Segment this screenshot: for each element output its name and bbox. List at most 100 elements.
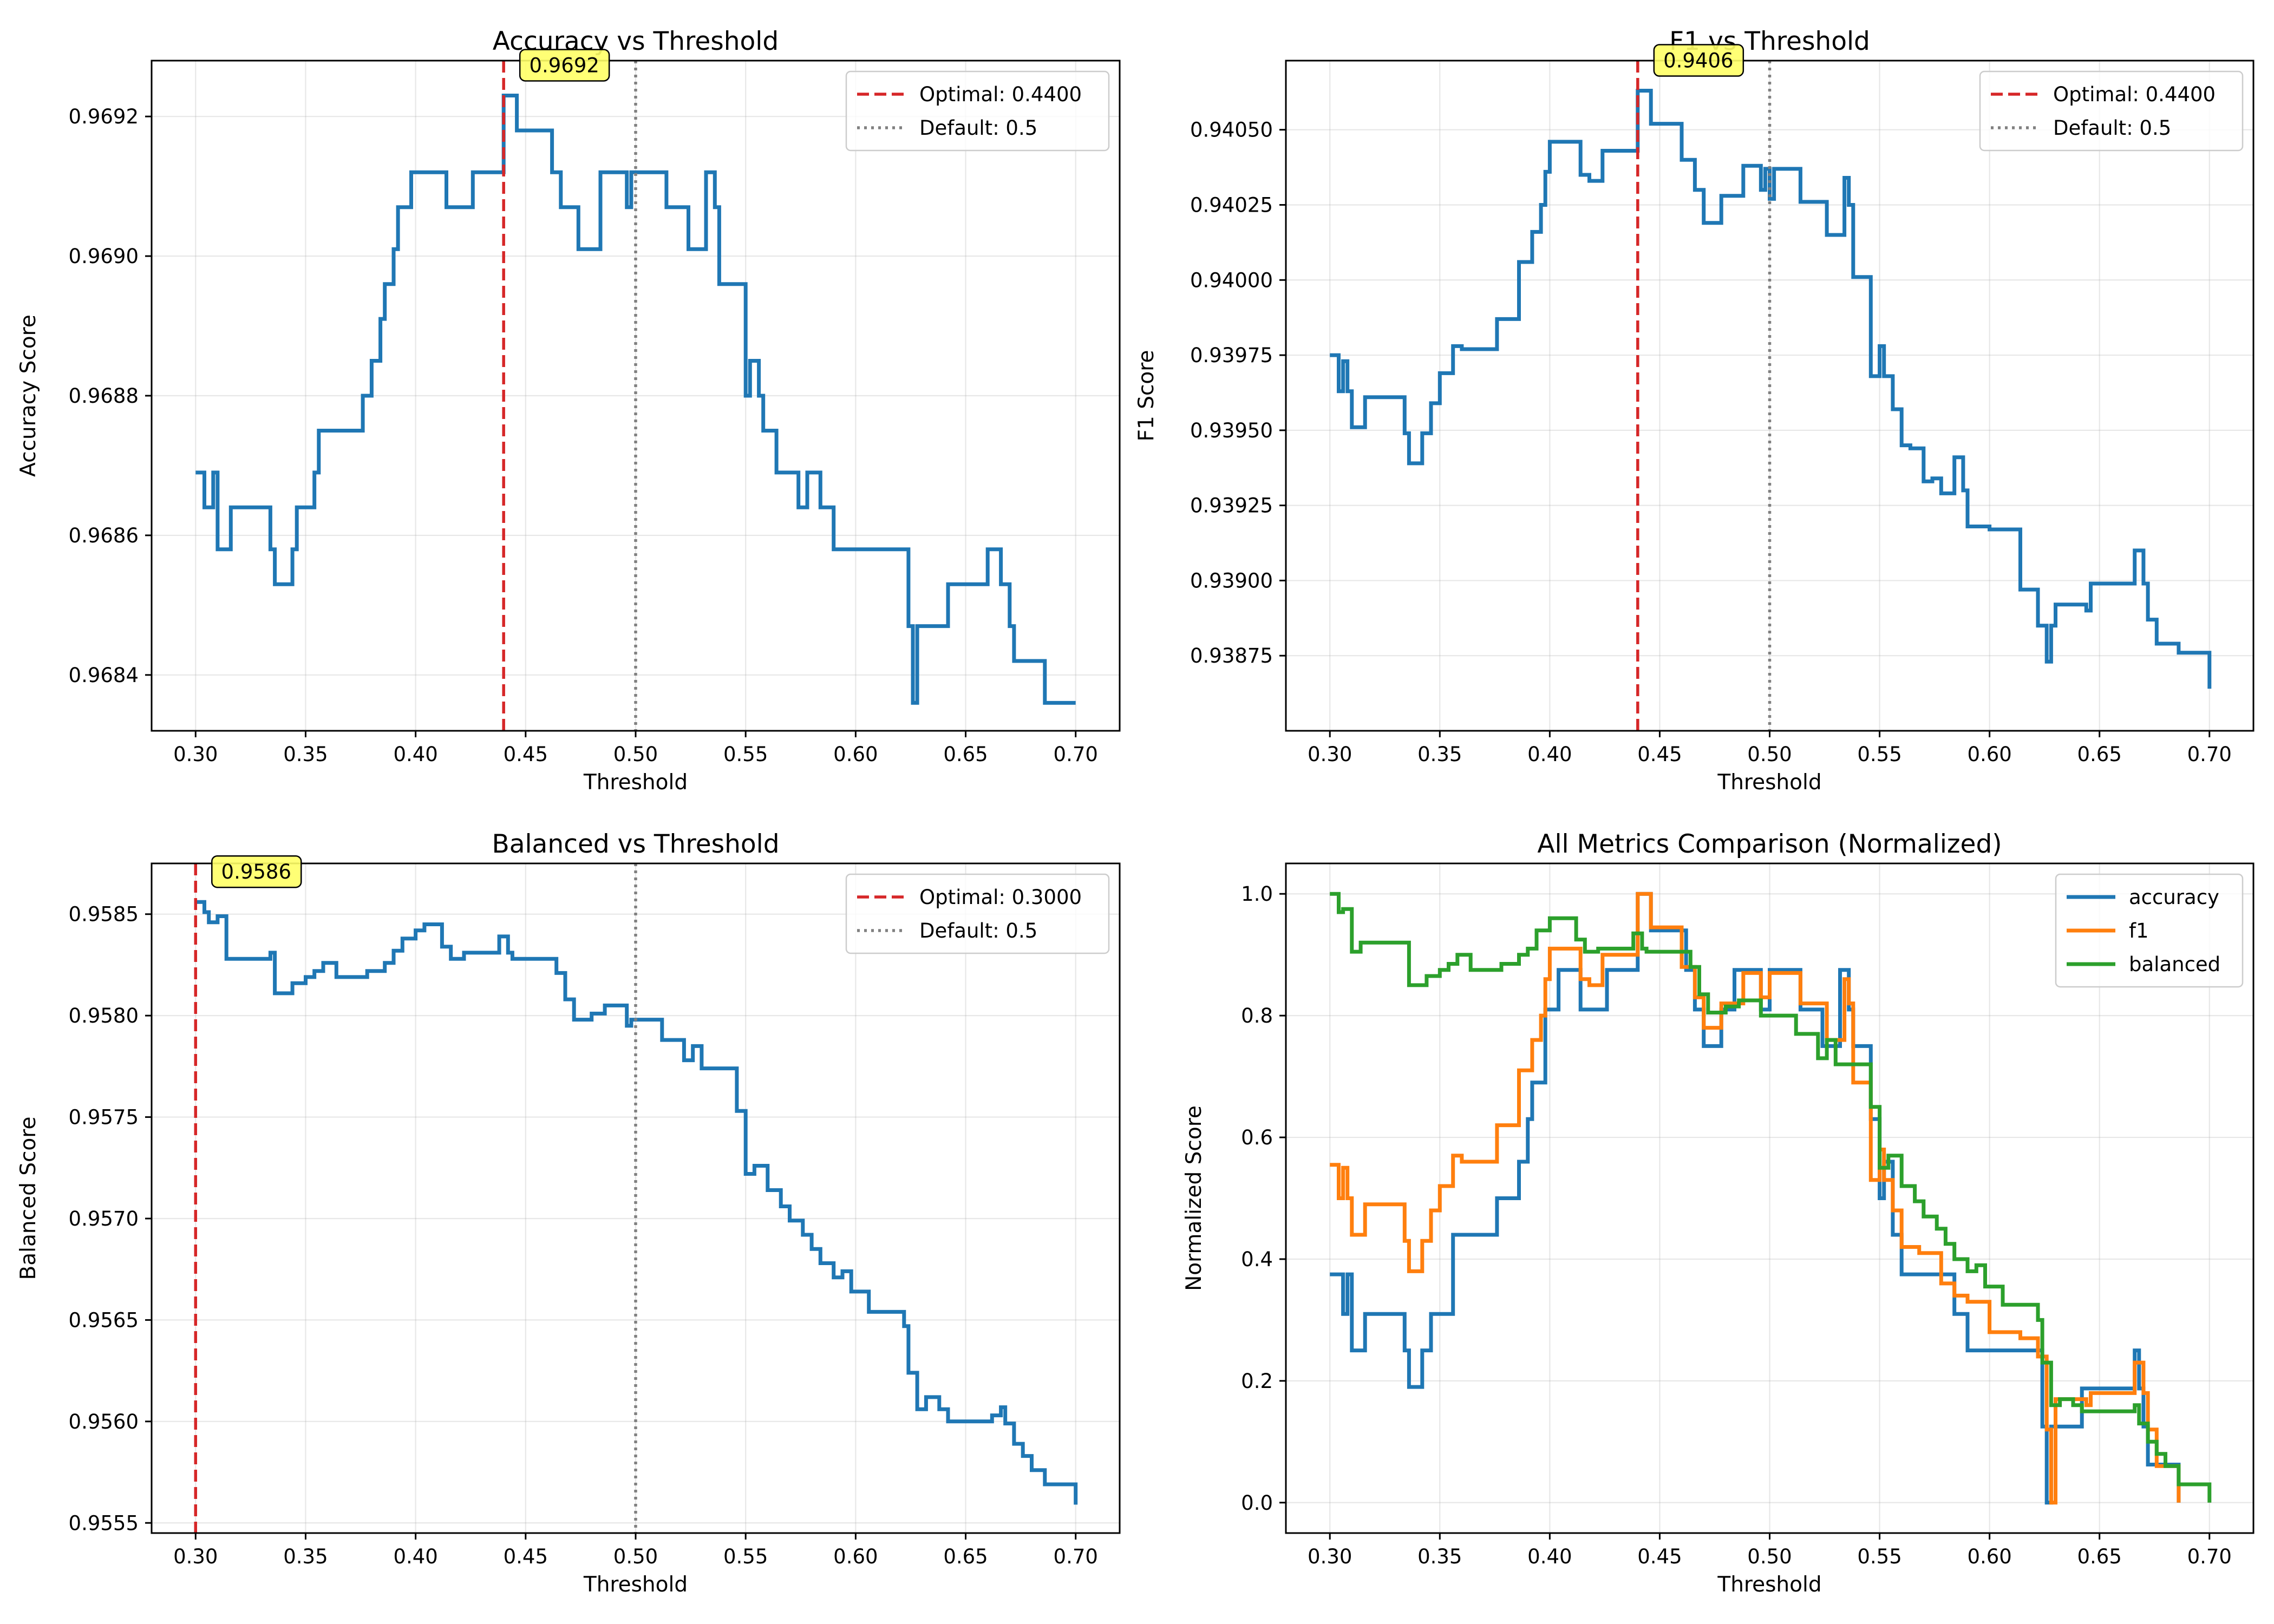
legend: Optimal: 0.4400 Default: 0.5: [845, 70, 1110, 152]
x-tick-label: 0.50: [613, 1545, 658, 1568]
y-tick-label: 0.9684: [69, 664, 139, 687]
y-tick-label: 0.9570: [69, 1207, 139, 1230]
y-tick-label: 0.9575: [69, 1106, 139, 1129]
x-tick-label: 0.30: [1308, 1545, 1352, 1568]
y-tick-label: 0.94050: [1190, 119, 1273, 142]
x-tick-label: 0.70: [2187, 743, 2232, 766]
y-tick-label: 0.94000: [1190, 269, 1273, 292]
y-tick-label: 0.9692: [69, 105, 139, 128]
legend-label: Optimal: 0.3000: [919, 886, 1082, 909]
x-tick-label: 0.70: [1054, 743, 1098, 766]
chart-title: All Metrics Comparison (Normalized): [1537, 829, 2002, 859]
y-tick-label: 0.9585: [69, 903, 139, 926]
x-tick-label: 0.45: [1637, 743, 1682, 766]
y-tick-label: 0.9580: [69, 1004, 139, 1027]
x-tick-label: 0.45: [504, 743, 548, 766]
x-tick-label: 0.55: [1857, 1545, 1901, 1568]
x-tick-label: 0.30: [173, 743, 218, 766]
y-tick-label: 0.9560: [69, 1410, 139, 1433]
y-axis-label: F1 Score: [1134, 350, 1159, 442]
x-tick-label: 0.70: [1054, 1545, 1098, 1568]
y-tick-label: 0.93950: [1190, 419, 1273, 442]
x-tick-label: 0.30: [173, 1545, 218, 1568]
legend-label: f1: [2129, 919, 2149, 942]
plot-area: [1330, 892, 2212, 1505]
y-tick-label: 0.93925: [1190, 494, 1273, 518]
x-tick-label: 0.40: [1527, 1545, 1572, 1568]
legend: accuracy f1 balanced: [2055, 873, 2244, 988]
legend: Optimal: 0.3000 Default: 0.5: [845, 873, 1110, 954]
x-tick-label: 0.50: [1747, 743, 1792, 766]
x-tick-label: 0.55: [723, 743, 768, 766]
x-axis-label: Threshold: [1717, 770, 1821, 795]
y-tick-label: 0.4: [1241, 1248, 1273, 1271]
x-axis-label: Threshold: [583, 770, 688, 795]
y-tick-label: 0.9565: [69, 1308, 139, 1332]
legend-label: accuracy: [2129, 886, 2219, 909]
series-line-balanced: [1330, 892, 2212, 1503]
legend: Optimal: 0.4400 Default: 0.5: [1979, 70, 2244, 152]
subplot-4: 0.30 0.35 0.40 0.45 0.50 0.55 0.60 0.65 0.70 0.0 0…: [1182, 829, 2255, 1597]
annotation-box: [1653, 44, 1744, 77]
x-tick-label: 0.45: [504, 1545, 548, 1568]
subplot-1: 0.30 0.35 0.40 0.45 0.50 0.55 0.60 0.65 0.70 0.96…: [16, 27, 1121, 795]
x-tick-label: 0.60: [833, 743, 878, 766]
legend-label: Optimal: 0.4400: [919, 83, 1082, 106]
x-tick-label: 0.50: [1747, 1545, 1792, 1568]
legend-frame: [1979, 70, 2244, 152]
x-axis-label: Threshold: [583, 1573, 688, 1597]
x-tick-label: 0.30: [1308, 743, 1352, 766]
subplot-2: 0.30 0.35 0.40 0.45 0.50 0.55 0.60 0.65 0.70 0.93…: [1134, 27, 2255, 795]
plot-area: [1330, 61, 2212, 731]
y-tick-label: 0.93900: [1190, 569, 1273, 592]
annotation-label: 0.9406: [1663, 49, 1733, 73]
y-tick-label: 0.94025: [1190, 193, 1273, 217]
y-axis-label: Accuracy Score: [16, 315, 41, 477]
x-tick-label: 0.70: [2187, 1545, 2232, 1568]
plot-area: [194, 863, 1078, 1533]
annotation-label: 0.9586: [221, 860, 291, 883]
y-tick-label: 1.0: [1241, 882, 1273, 906]
legend-label: Optimal: 0.4400: [2053, 83, 2216, 106]
series-line-f1: [1330, 892, 2181, 1505]
y-tick-label: 0.2: [1241, 1370, 1273, 1393]
legend-label: Default: 0.5: [2053, 116, 2171, 140]
x-tick-label: 0.50: [613, 743, 658, 766]
series-line-1: [1330, 89, 2212, 689]
y-axis-label: Normalized Score: [1182, 1105, 1206, 1291]
legend-frame: [845, 873, 1110, 954]
annotation-box: [519, 49, 610, 82]
legend-label: Default: 0.5: [919, 919, 1037, 942]
y-tick-label: 0.93875: [1190, 644, 1273, 667]
y-axis-label: Balanced Score: [16, 1117, 41, 1280]
y-tick-label: 0.8: [1241, 1004, 1273, 1027]
annotation-label: 0.9692: [529, 54, 599, 77]
y-tick-label: 0.9688: [69, 384, 139, 408]
legend-label: Default: 0.5: [919, 116, 1037, 140]
x-tick-label: 0.40: [1527, 743, 1572, 766]
plot-area: [195, 61, 1076, 731]
x-tick-label: 0.55: [1857, 743, 1901, 766]
y-tick-label: 0.9686: [69, 524, 139, 547]
x-tick-label: 0.35: [283, 1545, 328, 1568]
series-line-1: [195, 900, 1078, 1505]
x-tick-label: 0.65: [2077, 743, 2122, 766]
x-tick-label: 0.35: [1417, 743, 1462, 766]
x-tick-label: 0.55: [723, 1545, 768, 1568]
y-tick-label: 0.9690: [69, 245, 139, 268]
legend-label: balanced: [2129, 953, 2220, 976]
legend-frame: [2055, 873, 2244, 988]
x-tick-label: 0.35: [1417, 1545, 1462, 1568]
y-tick-label: 0.9555: [69, 1511, 139, 1535]
y-tick-label: 0.0: [1241, 1491, 1273, 1515]
x-tick-label: 0.45: [1637, 1545, 1682, 1568]
x-tick-label: 0.65: [943, 1545, 988, 1568]
y-tick-label: 0.6: [1241, 1126, 1273, 1149]
legend-frame: [845, 70, 1110, 152]
x-tick-label: 0.60: [833, 1545, 878, 1568]
x-axis-label: Threshold: [1717, 1573, 1821, 1597]
x-tick-label: 0.65: [943, 743, 988, 766]
subplot-3: 0.30 0.35 0.40 0.45 0.50 0.55 0.60 0.65 0.70 0.95…: [16, 829, 1121, 1597]
x-tick-label: 0.60: [1967, 1545, 2011, 1568]
